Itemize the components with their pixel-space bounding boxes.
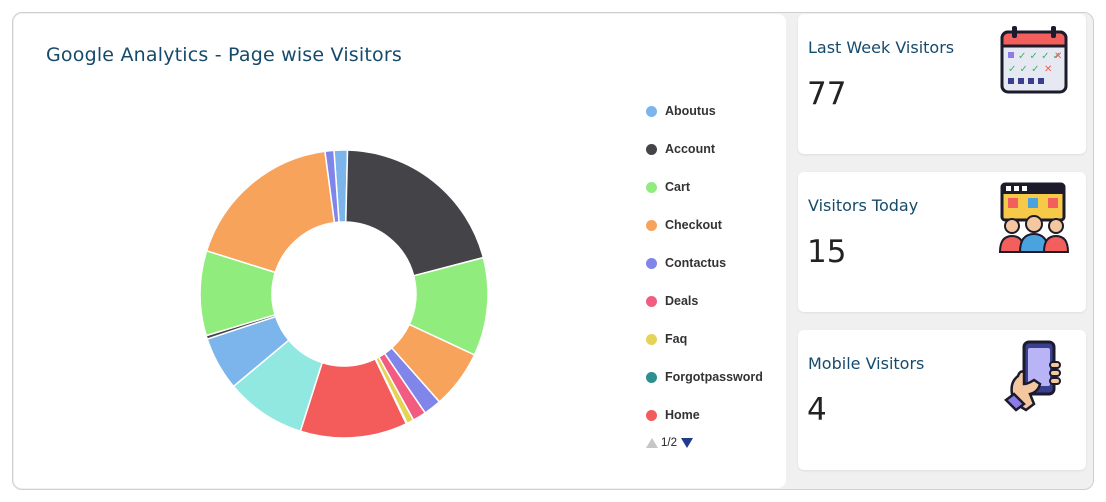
- stat-title: Last Week Visitors: [808, 38, 955, 57]
- mobile-visitors-card: Mobile Visitors 4: [798, 330, 1086, 470]
- chart-legend: Aboutus Account Cart Checkout Contactus Deals…: [646, 92, 763, 449]
- legend-item-aboutus[interactable]: Aboutus: [646, 92, 763, 130]
- legend-color-dot: [646, 295, 657, 307]
- legend-label: Checkout: [665, 218, 722, 232]
- donut-slice-page-14[interactable]: [205, 150, 336, 274]
- stat-value: 77: [807, 76, 847, 112]
- pager-down-arrow-icon[interactable]: [681, 438, 693, 448]
- legend-color-dot: [646, 181, 657, 193]
- svg-text:✓ ✓ ✓ ✓: ✓ ✓ ✓ ✓: [1018, 51, 1061, 62]
- visitors-today-card: Visitors Today 15: [798, 172, 1086, 312]
- legend-color-dot: [646, 257, 657, 269]
- legend-label: Aboutus: [665, 104, 716, 118]
- legend-item-cart[interactable]: Cart: [646, 168, 763, 206]
- pager-up-arrow-icon: [646, 438, 658, 448]
- mobile-hand-icon: [1004, 340, 1061, 412]
- legend-item-account[interactable]: Account: [646, 130, 763, 168]
- calendar-icon: ✓ ✓ ✓ ✓ ✓ ✓ ✓ ✕ ✕: [1000, 26, 1068, 94]
- legend-pager: 1/2: [646, 437, 763, 449]
- svg-text:✕: ✕: [1054, 51, 1062, 62]
- legend-label: Account: [665, 142, 715, 156]
- svg-text:✓ ✓ ✓: ✓ ✓ ✓: [1008, 64, 1040, 75]
- stat-value: 15: [807, 234, 847, 270]
- legend-item-faq[interactable]: Faq: [646, 320, 763, 358]
- audience-icon: [998, 182, 1070, 253]
- svg-text:✕: ✕: [1044, 64, 1052, 75]
- stat-value: 4: [807, 392, 827, 428]
- stat-title: Visitors Today: [808, 196, 919, 215]
- legend-item-home[interactable]: Home: [646, 396, 763, 434]
- legend-label: Deals: [665, 294, 699, 308]
- last-week-visitors-card: Last Week Visitors 77 ✓ ✓ ✓ ✓ ✓ ✓ ✓ ✕ ✕: [798, 14, 1086, 154]
- page-visitors-donut-chart: [199, 149, 489, 439]
- legend-label: Home: [665, 408, 700, 422]
- donut-slice-page-15[interactable]: [324, 149, 340, 224]
- legend-color-dot: [646, 105, 657, 117]
- legend-label: Cart: [665, 180, 691, 194]
- chart-card-title: Google Analytics - Page wise Visitors: [46, 44, 402, 66]
- legend-color-dot: [646, 409, 657, 421]
- legend-color-dot: [646, 371, 657, 383]
- legend-item-deals[interactable]: Deals: [646, 282, 763, 320]
- legend-color-dot: [646, 219, 657, 231]
- legend-label: Faq: [665, 332, 688, 346]
- legend-label: Contactus: [665, 256, 727, 270]
- analytics-chart-card: Google Analytics - Page wise Visitors Ab…: [14, 14, 786, 488]
- legend-page-indicator: 1/2: [661, 437, 677, 449]
- legend-item-contactus[interactable]: Contactus: [646, 244, 763, 282]
- donut-slice-account[interactable]: [345, 149, 485, 277]
- legend-color-dot: [646, 333, 657, 345]
- legend-label: Forgotpassword: [665, 370, 763, 384]
- legend-item-forgotpassword[interactable]: Forgotpassword: [646, 358, 763, 396]
- stat-title: Mobile Visitors: [808, 354, 925, 373]
- legend-color-dot: [646, 143, 657, 155]
- legend-item-checkout[interactable]: Checkout: [646, 206, 763, 244]
